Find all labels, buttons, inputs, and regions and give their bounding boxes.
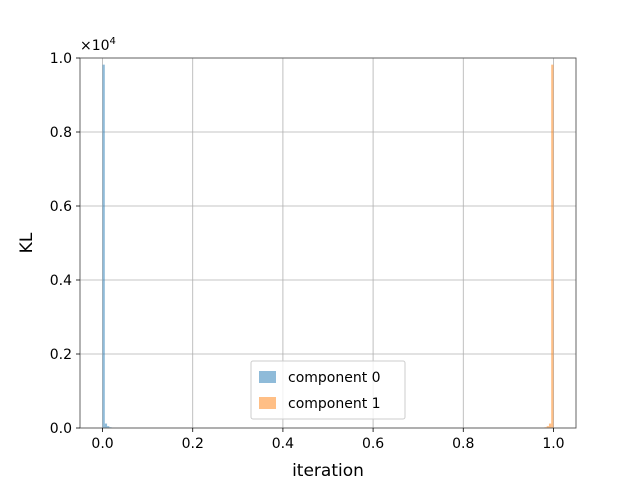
y-tick-label: 1.0: [50, 51, 72, 67]
legend-label: component 0: [288, 370, 381, 386]
legend-swatch: [259, 397, 276, 409]
y-axis-label: KL: [17, 232, 37, 253]
x-tick-label: 0.4: [272, 436, 294, 452]
histogram-bar-1: [546, 426, 549, 428]
y-tick-label: 0.6: [50, 199, 72, 215]
legend-swatch: [259, 371, 276, 383]
legend: component 0 component 1: [250, 360, 406, 420]
x-axis-label: iteration: [292, 461, 364, 480]
legend-label: component 1: [288, 396, 381, 412]
y-offset-exponent: 4: [110, 36, 116, 47]
histogram-bar-0: [102, 64, 105, 428]
histogram-bar-0: [104, 423, 108, 428]
histogram-bar-1: [548, 423, 552, 428]
plot-frame: [79, 57, 577, 429]
y-offset-label: ×104: [80, 36, 116, 54]
y-tick-label: 0.2: [50, 347, 72, 363]
legend-box: [250, 360, 406, 420]
x-tick-label: 1.0: [542, 436, 564, 452]
histogram-bar-1: [551, 64, 554, 428]
y-tick-label: 0.4: [50, 273, 72, 289]
histogram-bar-0: [107, 426, 110, 428]
ticks-layer: 0.0 0.2 0.4 0.6 0.8 1.0 0.0 0.2 0.4 0.6 0.8 1.0: [50, 51, 565, 452]
y-offset-base: ×10: [80, 38, 110, 54]
x-tick-label: 0.8: [452, 436, 474, 452]
y-tick-label: 0.8: [50, 125, 72, 141]
x-tick-label: 0.0: [91, 436, 113, 452]
x-tick-label: 0.2: [182, 436, 204, 452]
x-tick-label: 0.6: [362, 436, 384, 452]
y-tick-label: 0.0: [50, 421, 72, 437]
